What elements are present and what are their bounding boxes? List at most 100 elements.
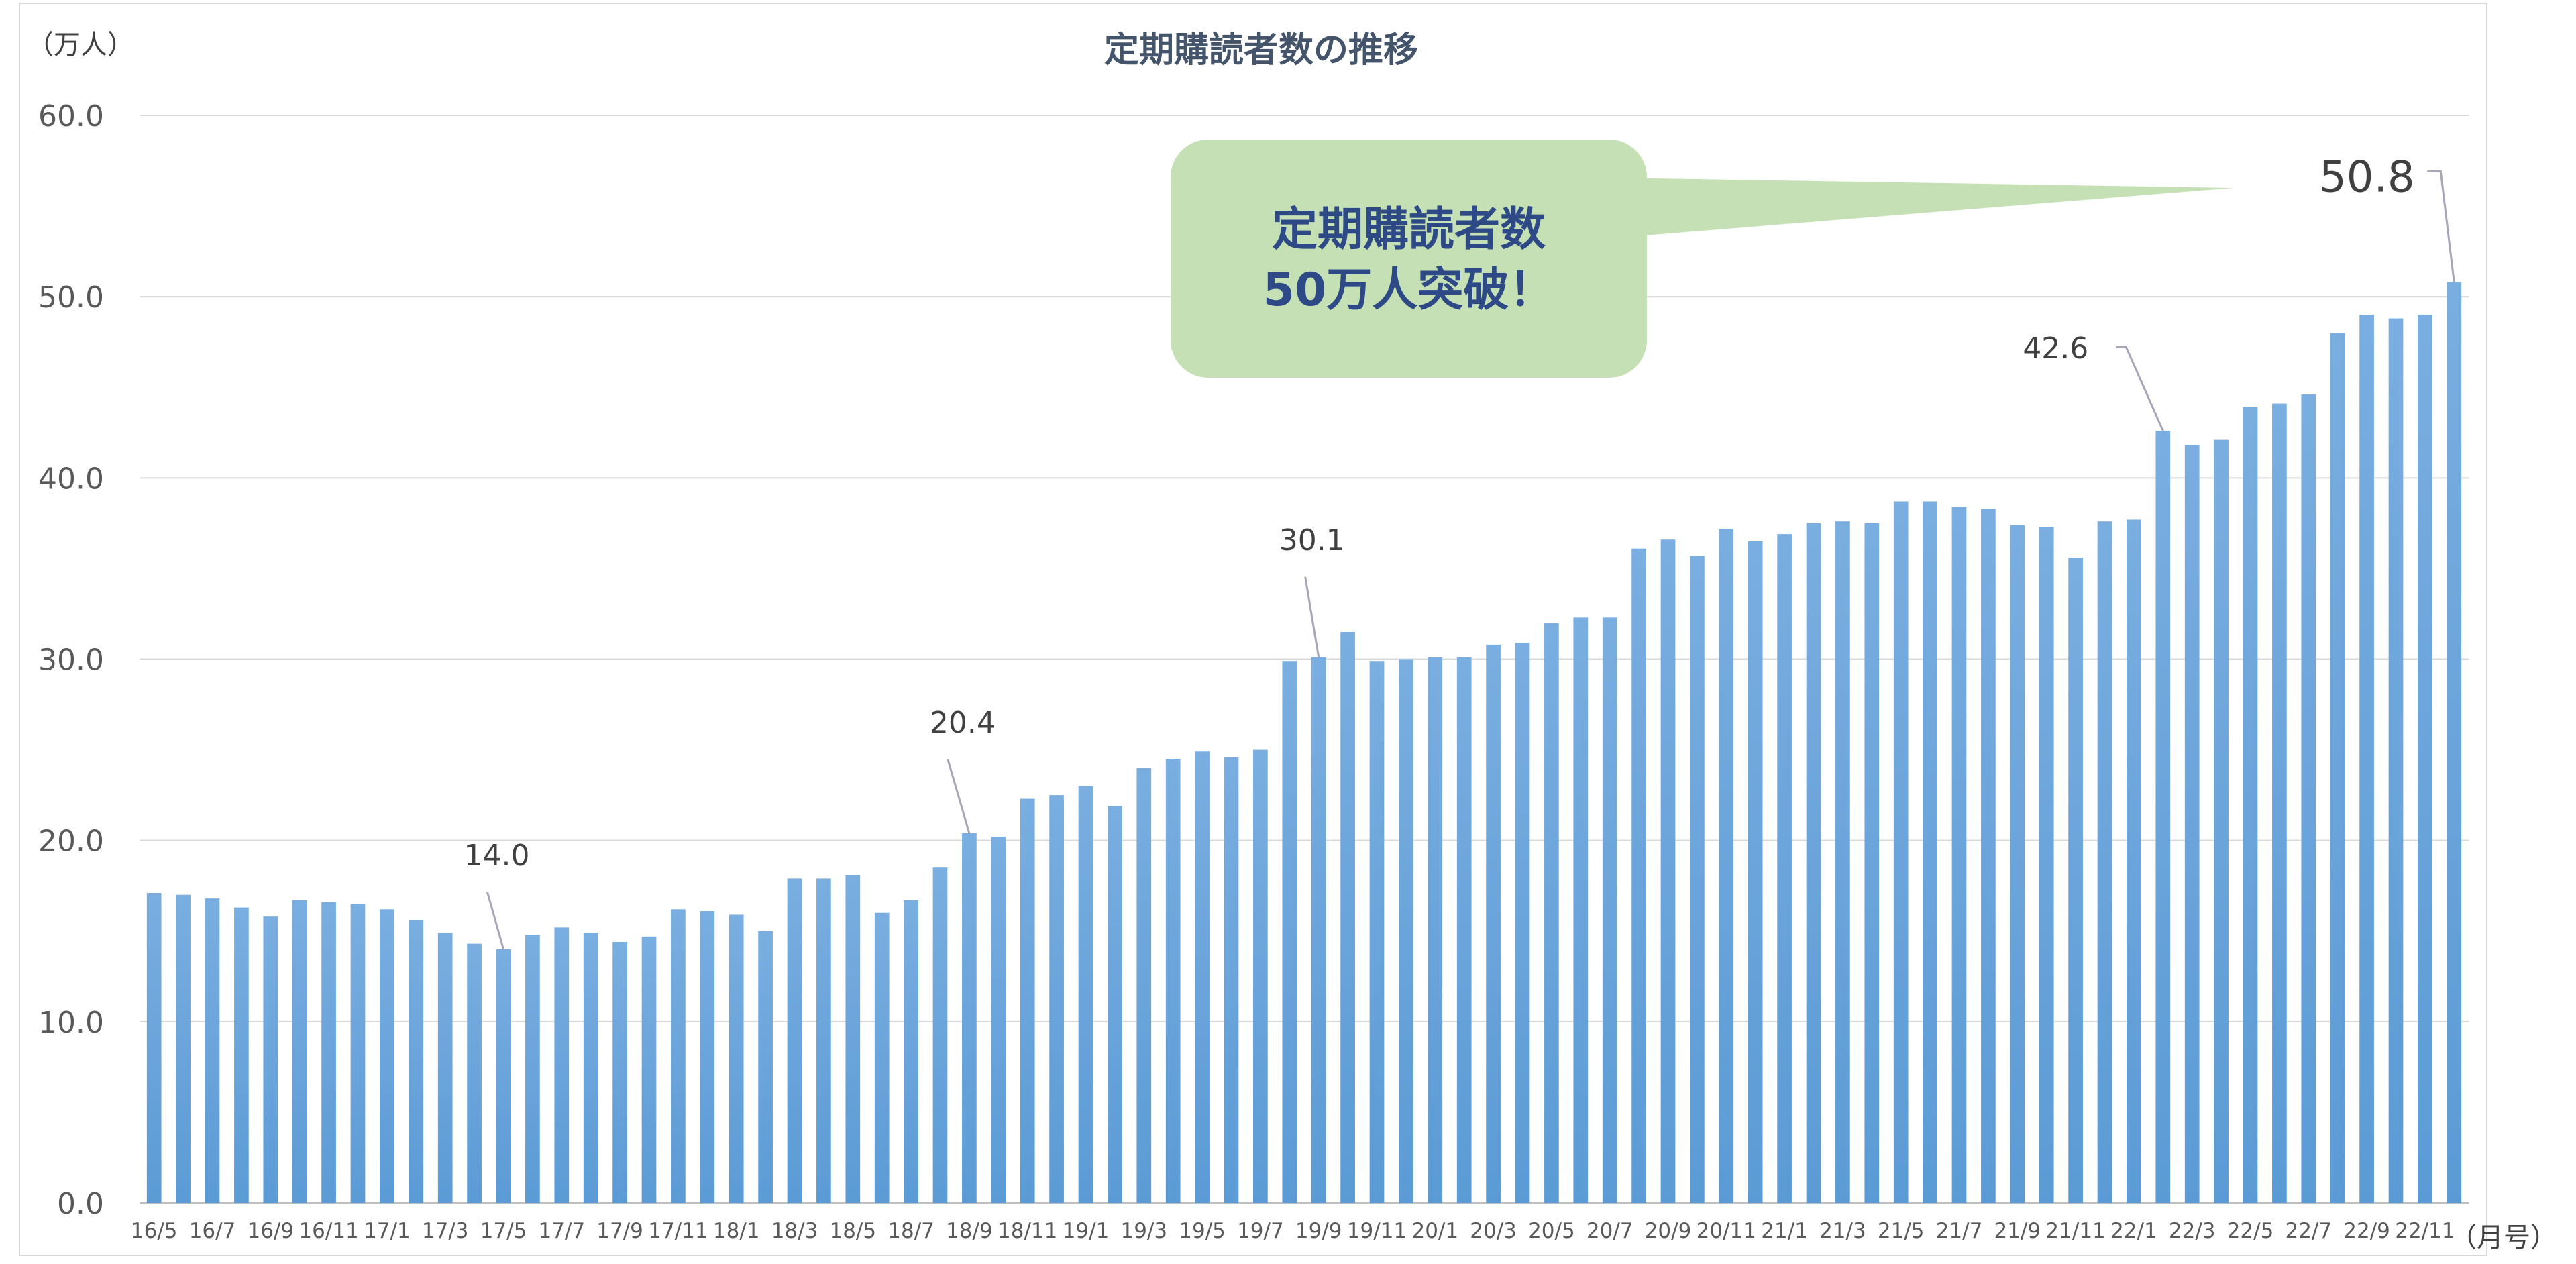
- bar: [1893, 501, 1909, 1203]
- data-label-leader: [486, 892, 504, 950]
- bar: [554, 927, 570, 1203]
- x-tick-label: 20/9: [1645, 1219, 1692, 1243]
- bar: [437, 933, 453, 1203]
- x-tick-label: 16/5: [131, 1219, 178, 1243]
- x-tick-label: 22/5: [2227, 1219, 2274, 1243]
- x-tick-label: 22/9: [2343, 1219, 2390, 1243]
- y-axis-unit-label: （万人）: [27, 30, 134, 60]
- x-tick-label: 17/7: [538, 1219, 585, 1243]
- bar: [234, 907, 249, 1203]
- callout-tail: [1610, 178, 2234, 238]
- x-tick-label: 22/3: [2169, 1219, 2216, 1243]
- x-tick-label: 17/1: [364, 1219, 411, 1243]
- bar: [700, 911, 715, 1203]
- bar: [1515, 643, 1530, 1203]
- data-label-leader: [2116, 346, 2164, 431]
- bar: [2039, 527, 2054, 1203]
- x-tick-label: 21/11: [2045, 1219, 2105, 1243]
- bar: [2447, 282, 2462, 1203]
- bar: [321, 902, 336, 1203]
- bar: [962, 833, 977, 1203]
- x-tick-label: 19/3: [1120, 1219, 1167, 1243]
- bar: [2155, 431, 2171, 1203]
- bar: [1544, 623, 1559, 1203]
- y-tick-label: 40.0: [38, 462, 104, 496]
- bars: [146, 282, 2462, 1204]
- bar: [1224, 757, 1239, 1203]
- bar: [1486, 644, 1501, 1203]
- y-tick-label: 0.0: [57, 1187, 104, 1221]
- bar: [1864, 523, 1880, 1203]
- bar: [292, 900, 307, 1203]
- x-tick-label: 21/1: [1761, 1219, 1808, 1243]
- callout-box: [1171, 140, 1647, 378]
- bar: [874, 912, 890, 1203]
- x-tick-label: 17/11: [648, 1219, 708, 1243]
- y-tick-label: 20.0: [38, 825, 104, 859]
- data-label: 20.4: [930, 706, 996, 740]
- callout-bubble: 定期購読者数 50万人突破！: [1171, 140, 2234, 378]
- callout-line-2: 50万人突破！: [1263, 264, 1555, 317]
- bar: [380, 909, 394, 1203]
- x-tick-label: 16/9: [247, 1219, 294, 1243]
- data-label-leaders: [486, 170, 2455, 950]
- bar: [1748, 541, 1763, 1203]
- x-tick-label: 19/7: [1237, 1219, 1284, 1243]
- bar: [263, 916, 278, 1203]
- x-tick-label: 22/1: [2110, 1219, 2157, 1243]
- bar: [176, 894, 191, 1203]
- bar: [1923, 501, 1937, 1203]
- bar: [1835, 521, 1850, 1203]
- bar: [496, 949, 511, 1203]
- x-tick-label: 21/7: [1936, 1219, 1983, 1243]
- bar: [1981, 509, 1996, 1203]
- x-tick-label: 19/9: [1295, 1219, 1342, 1243]
- data-label: 42.6: [2023, 331, 2088, 366]
- data-label-leader: [2427, 170, 2455, 282]
- bar: [1690, 556, 1705, 1203]
- bar: [2301, 394, 2316, 1203]
- x-tick-label: 18/1: [713, 1219, 760, 1243]
- bar: [350, 904, 366, 1203]
- bar: [612, 941, 627, 1203]
- data-label-leader: [1304, 576, 1320, 658]
- y-tick-label: 30.0: [38, 643, 104, 678]
- bar: [1806, 523, 1821, 1203]
- x-tick-label: 19/5: [1179, 1219, 1226, 1243]
- bar: [1195, 751, 1210, 1203]
- bar: [2010, 525, 2025, 1203]
- bar: [816, 878, 831, 1203]
- bar: [729, 914, 744, 1203]
- x-axis-unit-label: （月号）: [2450, 1222, 2557, 1253]
- bar: [1428, 657, 1443, 1203]
- bar: [2330, 333, 2345, 1204]
- bar: [2068, 558, 2083, 1203]
- bar: [2243, 407, 2258, 1204]
- bar: [1631, 548, 1646, 1203]
- x-tick-label: 18/9: [946, 1219, 993, 1243]
- bar: [671, 909, 686, 1203]
- bar: [205, 898, 220, 1203]
- x-tick-label: 20/11: [1697, 1219, 1756, 1243]
- x-tick-label: 19/11: [1347, 1219, 1407, 1243]
- bar: [1573, 617, 1589, 1203]
- bar: [845, 874, 861, 1203]
- data-label-leader: [947, 759, 971, 834]
- bar: [991, 837, 1006, 1203]
- bar: [641, 936, 657, 1203]
- x-tick-label: 18/5: [829, 1219, 876, 1243]
- bar: [583, 933, 598, 1203]
- bar: [1136, 768, 1152, 1203]
- bar: [1311, 657, 1326, 1203]
- y-tick-label: 60.0: [38, 99, 104, 134]
- bar: [2127, 519, 2141, 1203]
- data-label: 30.1: [1279, 523, 1345, 558]
- bar: [2097, 521, 2112, 1203]
- bar: [904, 900, 918, 1203]
- bar: [1602, 617, 1617, 1203]
- bar: [1253, 749, 1268, 1203]
- bar: [758, 931, 773, 1203]
- data-label: 50.8: [2319, 153, 2415, 203]
- bar: [1108, 806, 1122, 1203]
